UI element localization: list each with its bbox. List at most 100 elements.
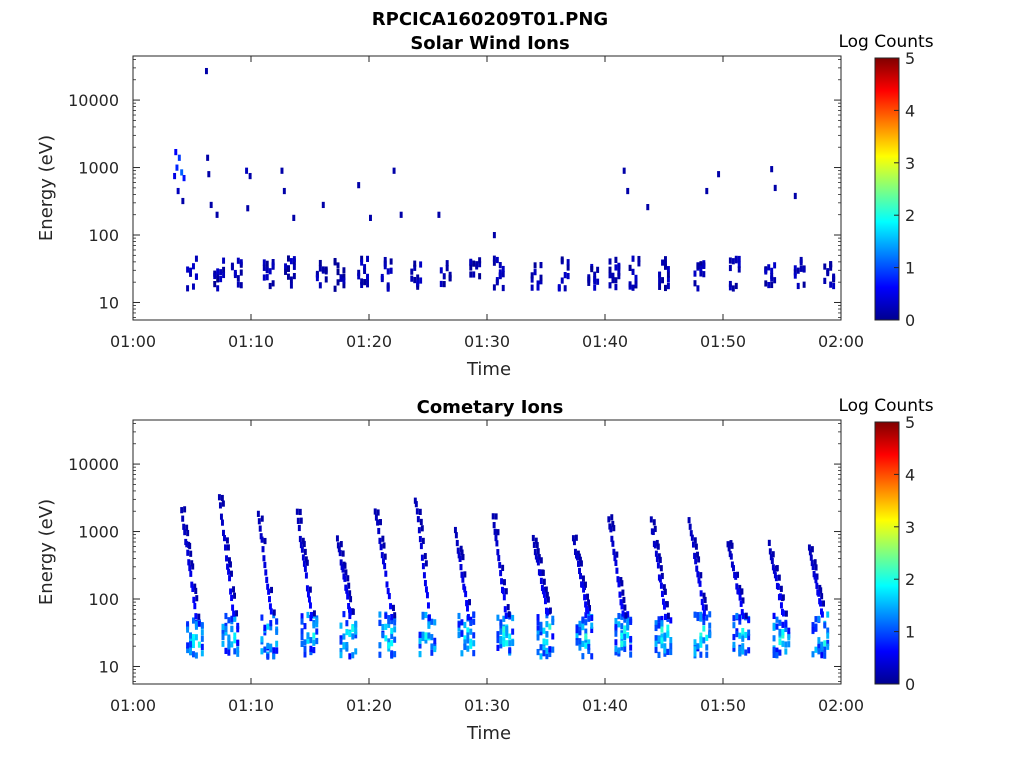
spectrogram-cell [539,644,543,651]
spectrogram-cell [383,256,387,264]
spectrogram-cell [420,525,424,532]
spectrogram-cell [377,527,381,535]
spectrogram-cell [173,172,177,180]
spectrogram-cell [360,281,364,289]
spectrogram-cell [533,548,537,556]
spectrogram-cell [637,255,641,263]
spectrogram-cell [306,611,310,619]
spectrogram-cell [303,651,307,658]
spectrogram-cell [617,621,621,628]
spectrogram-cell [557,284,561,291]
spectrogram-cell [186,266,190,273]
spectrogram-cell [545,639,549,646]
spectrogram-cell [744,612,748,619]
spectrogram-cell [651,528,655,536]
spectrogram-cell [796,267,800,274]
spectrogram-cell [669,642,673,650]
spectrogram-cell [700,598,704,606]
spectrogram-cell [739,600,743,607]
spectrogram-cell [413,497,417,504]
spectrogram-cell [386,587,390,595]
spectrogram-cell [578,629,582,636]
colorbar-label: Log Counts [838,396,933,416]
spectrogram-cell [620,623,624,630]
spectrogram-cell [502,615,506,622]
spectrogram-cell [342,277,346,284]
spectrogram-cell [814,616,818,623]
x-tick-label: 01:30 [464,332,510,351]
spectrogram-cell [741,635,745,642]
spectrogram-cell [771,551,775,558]
spectrogram-cell [728,284,732,291]
spectrogram-cell [614,559,618,567]
spectrogram-cell [819,600,823,607]
spectrogram-cell [363,264,367,271]
spectrogram-cell [387,642,391,649]
spectrogram-cell [587,647,591,655]
spectrogram-cell [339,559,343,566]
spectrogram-cell [286,255,290,262]
spectrogram-cell [628,264,632,271]
spectrogram-cell [699,261,703,268]
spectrogram-cell [699,572,703,579]
spectrogram-cell [826,627,830,634]
spectrogram-cell [232,586,235,593]
spectrogram-cell [620,632,624,639]
spectrogram-cell [666,648,670,656]
spectrogram-cell [626,622,630,629]
spectrogram-cell [315,621,319,628]
spectrogram-cell [658,271,662,278]
spectrogram-cell [772,635,776,642]
spectrogram-cell [660,637,664,644]
spectrogram-cell [802,281,806,288]
spectrogram-cell [345,641,349,649]
spectrogram-cell [626,187,630,195]
spectrogram-cell [732,641,736,649]
spectrogram-cell [345,620,349,627]
spectrogram-marks [173,67,836,292]
spectrogram-cell [260,536,264,543]
spectrogram-cell [308,602,312,609]
spectrogram-cell [433,637,437,644]
spectrogram-cell [193,603,197,610]
spectrogram-cell [778,628,782,636]
spectrogram-cell [439,280,443,288]
spectrogram-cell [536,559,540,566]
spectrogram-cell [699,615,703,622]
spectrogram-cell [545,631,549,638]
spectrogram-cell [469,271,473,278]
spectrogram-cell [312,622,316,629]
spectrogram-cell [393,619,397,626]
spectrogram-cell [414,501,418,508]
spectrogram-cell [227,557,231,564]
spectrogram-cell [197,620,201,627]
spectrogram-cell [621,610,625,617]
spectrogram-cell [578,624,582,631]
spectrogram-cell [300,628,304,635]
spectrogram-cell [346,593,350,600]
spectrogram-cell [258,525,262,532]
spectrogram-cell [345,645,349,652]
x-tick-label: 01:10 [228,696,274,715]
x-axis-ticks: 01:00 01:10 01:20 01:30 01:40 01:50 02:00 [110,56,864,351]
spectrogram-cell [563,272,567,279]
spectrogram-cell [392,167,396,174]
spectrogram-cell [741,643,745,650]
spectrogram-cell [183,506,187,513]
spectrogram-cell [505,629,509,636]
spectrogram-cell [693,537,697,544]
spectrogram-cell [703,596,707,604]
spectrogram-cell [256,510,260,517]
spectrogram-cell [694,543,698,550]
spectrogram-cell [418,631,422,638]
spectrogram-cell [663,643,667,650]
spectrogram-cell [817,643,821,651]
spectrogram-cell [501,284,505,292]
spectrogram-cell [275,628,279,635]
spectrogram-cell [608,272,612,279]
spectrogram-cell [224,544,227,551]
spectrogram-cell [445,260,449,267]
spectrogram-cell [735,583,739,590]
spectrogram-cell [781,628,785,636]
spectrogram-cell [617,647,621,654]
